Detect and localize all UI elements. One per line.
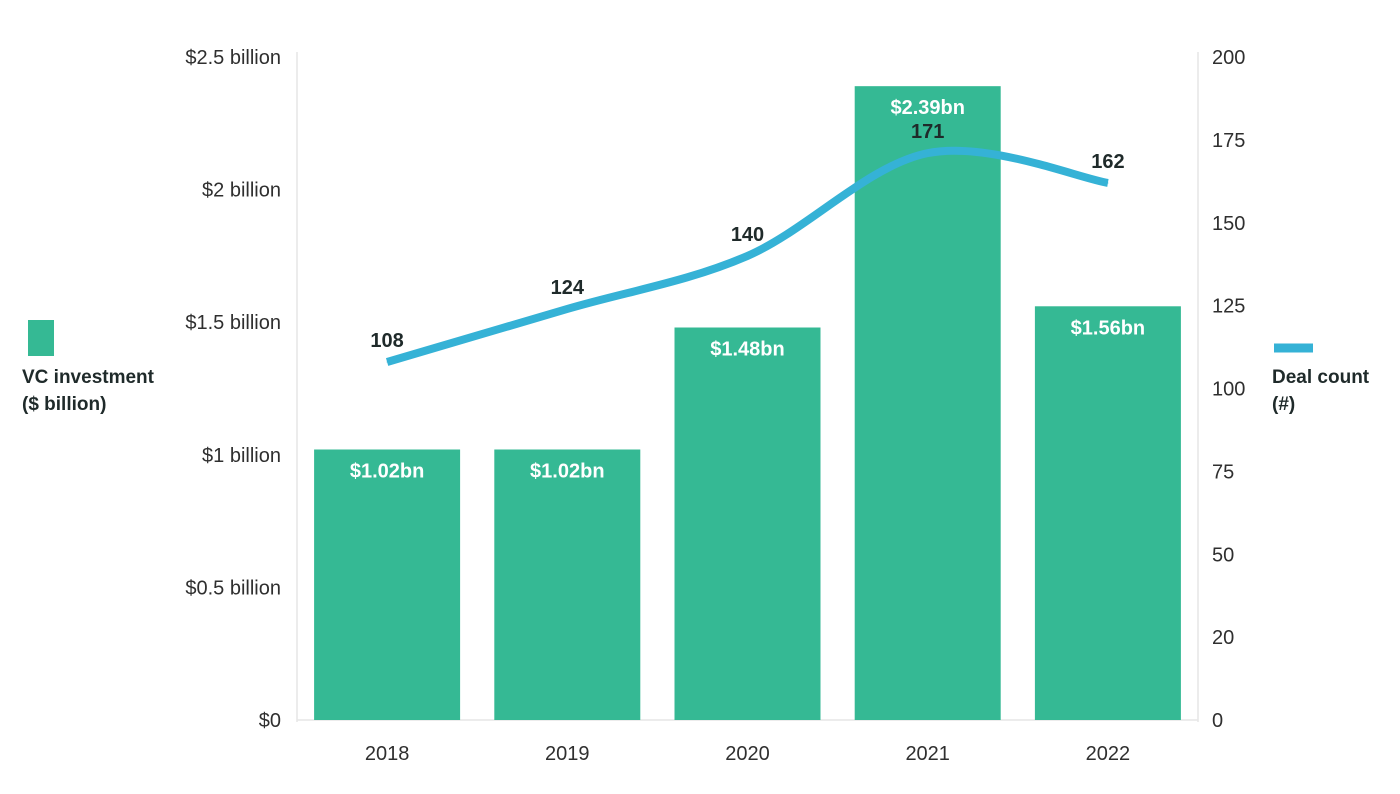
deal-count-point-2021 — [927, 152, 929, 154]
right-tick-label: 100 — [1212, 379, 1245, 401]
line-value-label: 162 — [1091, 151, 1124, 173]
legend-right-line1: Deal count — [1272, 367, 1370, 388]
bar-value-label: $1.56bn — [1071, 317, 1145, 339]
x-tick-label: 2018 — [365, 743, 410, 765]
line-value-label: 124 — [551, 277, 585, 299]
x-axis-labels: 2018 2019 2020 2021 2022 — [365, 743, 1130, 765]
legend-right-line2: (#) — [1272, 394, 1295, 415]
left-tick-label: $2 billion — [202, 180, 281, 202]
deal-count-point-2020 — [747, 255, 748, 257]
legend-left-line1: VC investment — [22, 367, 155, 388]
bar-2022 — [1034, 306, 1181, 720]
right-tick-label: 175 — [1212, 130, 1245, 152]
right-tick-label: 50 — [1212, 544, 1234, 566]
left-tick-label: $0.5 billion — [185, 577, 281, 599]
right-tick-label: 75 — [1212, 461, 1234, 483]
legend-left-line2: ($ billion) — [22, 394, 106, 415]
left-tick-label: $1.5 billion — [185, 312, 281, 334]
right-tick-label: 125 — [1212, 296, 1245, 318]
bar-value-label: $1.02bn — [530, 460, 604, 482]
right-tick-label: 0 — [1212, 710, 1223, 732]
bar-2019 — [494, 449, 641, 720]
right-tick-label: 150 — [1212, 213, 1245, 235]
legend-right: Deal count (#) — [1272, 343, 1370, 415]
line-value-label: 171 — [911, 121, 944, 143]
left-tick-label: $2.5 billion — [185, 47, 281, 69]
bar-value-label: $1.48bn — [710, 339, 784, 361]
legend-bar-swatch — [28, 320, 54, 356]
bar-2021 — [854, 86, 1001, 720]
right-tick-label: 200 — [1212, 47, 1245, 69]
x-tick-label: 2021 — [905, 743, 950, 765]
line-value-label: 140 — [731, 224, 764, 246]
bar-2018 — [314, 449, 461, 720]
bar-series: $1.02bn $1.02bn $1.48bn $2.39bn $1.56bn — [314, 86, 1181, 720]
deal-count-point-2018 — [386, 361, 388, 363]
deal-count-point-2022 — [1107, 182, 1109, 184]
right-tick-label: 20 — [1212, 627, 1234, 649]
left-tick-label: $1 billion — [202, 445, 281, 467]
legend-left: VC investment ($ billion) — [22, 320, 155, 415]
x-tick-label: 2020 — [725, 743, 770, 765]
x-tick-label: 2022 — [1086, 743, 1131, 765]
line-value-label: 108 — [370, 330, 403, 352]
left-tick-label: $0 — [259, 710, 281, 732]
bar-value-label: $1.02bn — [350, 460, 424, 482]
left-axis-ticks: $0 $0.5 billion $1 billion $1.5 billion $2 b… — [185, 47, 281, 732]
bar-2020 — [674, 327, 821, 720]
deal-count-point-2019 — [566, 308, 568, 310]
x-tick-label: 2019 — [545, 743, 590, 765]
bar-value-label: $2.39bn — [890, 97, 964, 119]
right-axis-ticks: 0 20 50 75 100 125 150 175 200 — [1212, 47, 1245, 732]
line-series: 108 124 140 171 162 — [370, 121, 1125, 366]
